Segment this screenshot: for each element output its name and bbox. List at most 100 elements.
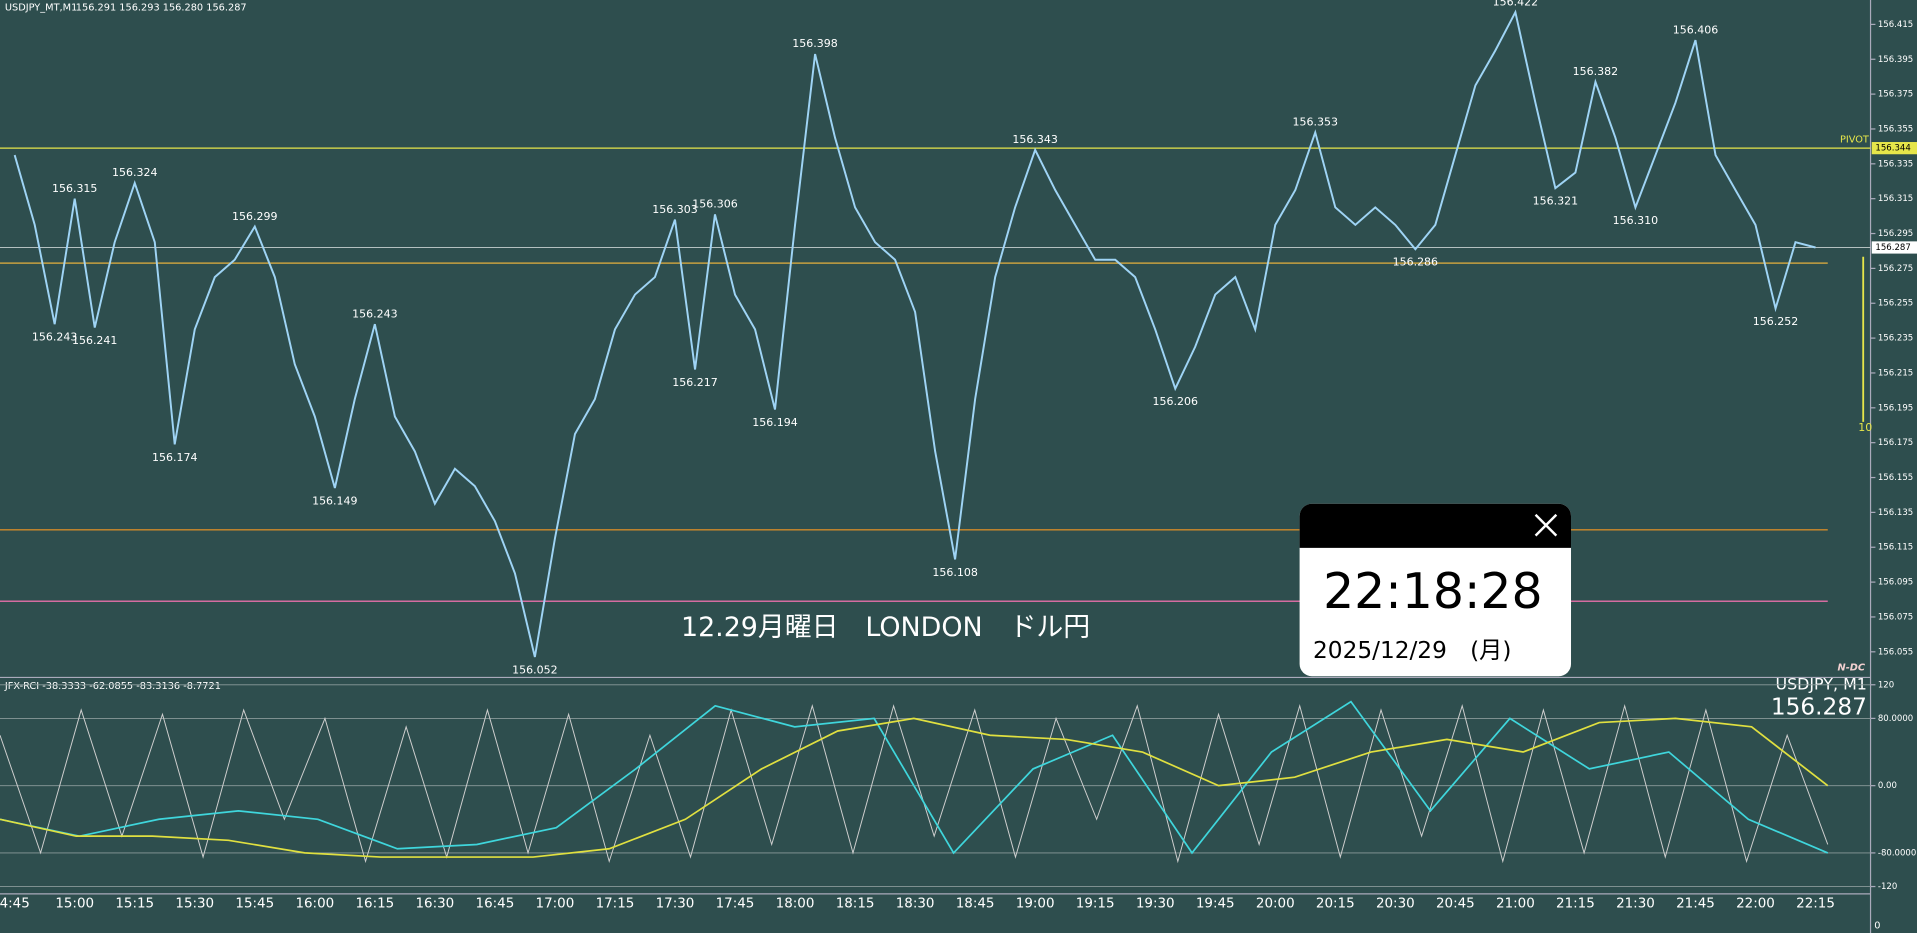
price-annotation: 156.108 [932, 566, 977, 579]
x-tick-label: 21:00 [1496, 897, 1535, 912]
y-tick-label: 156.335 [1878, 159, 1913, 169]
y-tick-label: 156.175 [1878, 438, 1913, 448]
y-tick-label: 156.155 [1878, 473, 1913, 483]
y-tick-label: 156.295 [1878, 229, 1913, 239]
y-tick-label: 0.00 [1878, 781, 1897, 791]
y-tick-label: 156.415 [1878, 20, 1913, 30]
x-tick-label: 18:45 [956, 897, 995, 912]
rci-line [0, 700, 1829, 855]
rci-header: JFX-RCI -38.3333 -62.0855 -83.3136 -8.77… [4, 681, 221, 692]
session-title: 12.29月曜日 LONDON ドル円 [681, 612, 1090, 643]
x-tick-label: 19:15 [1076, 897, 1115, 912]
x-tick-label: 16:00 [295, 897, 334, 912]
price-annotation: 156.194 [752, 416, 797, 429]
rci-line [0, 703, 1829, 864]
clock-date: 2025/12/29 (月) [1313, 637, 1511, 664]
y-tick-label: 156.395 [1878, 55, 1913, 65]
pivot-label: PIVOT [1840, 135, 1869, 146]
y-tick-label: 156.135 [1878, 508, 1913, 518]
y-tick-label: 156.355 [1878, 124, 1913, 134]
y-tick-label: 156.275 [1878, 264, 1913, 274]
x-tick-label: 22:15 [1796, 897, 1835, 912]
x-tick-label: 21:15 [1556, 897, 1595, 912]
x-tick-label: 19:00 [1016, 897, 1055, 912]
price-annotation: 156.286 [1393, 256, 1438, 269]
x-tick-label: 20:00 [1256, 897, 1295, 912]
x-tick-label: 17:45 [716, 897, 755, 912]
x-tick-label: 17:30 [656, 897, 695, 912]
price-annotation: 156.398 [792, 37, 837, 50]
price-annotation: 156.310 [1613, 214, 1658, 227]
price-annotation: 156.149 [312, 494, 357, 507]
price-annotation: 156.241 [72, 334, 117, 347]
last-price-tag [1871, 241, 1917, 254]
price-annotation: 156.052 [512, 663, 557, 676]
ohlc: 156.291 156.293 156.280 156.287 [76, 2, 247, 13]
price-line [13, 9, 1816, 658]
clock-header [1299, 503, 1572, 548]
logo: N-DC [1838, 663, 1866, 674]
x-tick-label: 18:30 [896, 897, 935, 912]
rci-symbol: USDJPY, M1 [1775, 674, 1866, 693]
price-annotation: 156.315 [52, 182, 97, 195]
price-annotation: 156.306 [692, 198, 737, 211]
y-tick-label: -120 [1878, 882, 1897, 892]
y-tick-label: 156.215 [1878, 368, 1913, 378]
y-tick-label: 156.235 [1878, 334, 1913, 344]
y-tick-label: 156.115 [1878, 543, 1913, 553]
x-tick-label: 15:45 [235, 897, 274, 912]
price-annotation: 156.174 [152, 451, 197, 464]
rci-line [0, 717, 1829, 858]
price-annotation: 156.299 [232, 210, 277, 223]
y-tick-label: 156.375 [1878, 90, 1913, 100]
x-tick-label: 15:00 [55, 897, 94, 912]
price-annotation: 156.321 [1533, 195, 1578, 208]
x-tick-label: 20:30 [1376, 897, 1415, 912]
x-tick-label: 20:45 [1436, 897, 1475, 912]
pivot-value: 156.344 [1875, 144, 1910, 154]
x-tick-label: 17:00 [536, 897, 575, 912]
x-tick-label: 15:30 [175, 897, 214, 912]
x-tick-label: 15:15 [115, 897, 154, 912]
price-annotation: 156.206 [1152, 395, 1197, 408]
y-tick-label: 156.095 [1878, 578, 1913, 588]
price-annotation: 156.243 [352, 307, 397, 320]
y-tick-label: 156.075 [1878, 612, 1913, 622]
x-tick-label: 16:30 [416, 897, 455, 912]
close-icon[interactable] [1534, 513, 1558, 537]
x-tick-label: 21:30 [1616, 897, 1655, 912]
price-annotation: 156.243 [32, 331, 77, 344]
x-tick-label: 19:30 [1136, 897, 1175, 912]
price-annotation: 156.303 [652, 203, 697, 216]
y-tick-label: 156.195 [1878, 403, 1913, 413]
price-annotation: 156.324 [112, 166, 157, 179]
x-tick-label: 22:00 [1736, 897, 1775, 912]
clock-time: 22:18:28 [1323, 563, 1543, 620]
x-tick-label: 18:00 [776, 897, 815, 912]
y-tick-label: 156.055 [1878, 647, 1913, 657]
x-tick-label: 19:45 [1196, 897, 1235, 912]
bottom-axis-label: 0 [1874, 921, 1880, 932]
y-tick-label: 120 [1878, 680, 1894, 690]
y-tick-label: 156.255 [1878, 299, 1913, 309]
x-tick-label: 18:15 [836, 897, 875, 912]
y-tick-label: 80.0000 [1878, 714, 1913, 724]
price-annotation: 156.353 [1293, 116, 1338, 129]
price-annotation: 156.343 [1012, 133, 1057, 146]
clock-widget: 22:18:28 2025/12/29 (月) [1299, 503, 1572, 677]
price-annotation: 156.217 [672, 376, 717, 389]
x-tick-label: 21:45 [1676, 897, 1715, 912]
x-tick-label: 16:45 [476, 897, 515, 912]
y-tick-label: -80.0000 [1878, 848, 1916, 858]
last-price-value: 156.287 [1875, 243, 1910, 253]
rci-price: 156.287 [1771, 694, 1867, 721]
price-annotation: 156.382 [1573, 65, 1618, 78]
price-annotation: 156.406 [1673, 23, 1718, 36]
price-annotation: 156.252 [1753, 315, 1798, 328]
price-annotation: 156.422 [1493, 0, 1538, 8]
x-tick-label: 16:15 [355, 897, 394, 912]
x-tick-label: 4:45 [0, 897, 30, 912]
